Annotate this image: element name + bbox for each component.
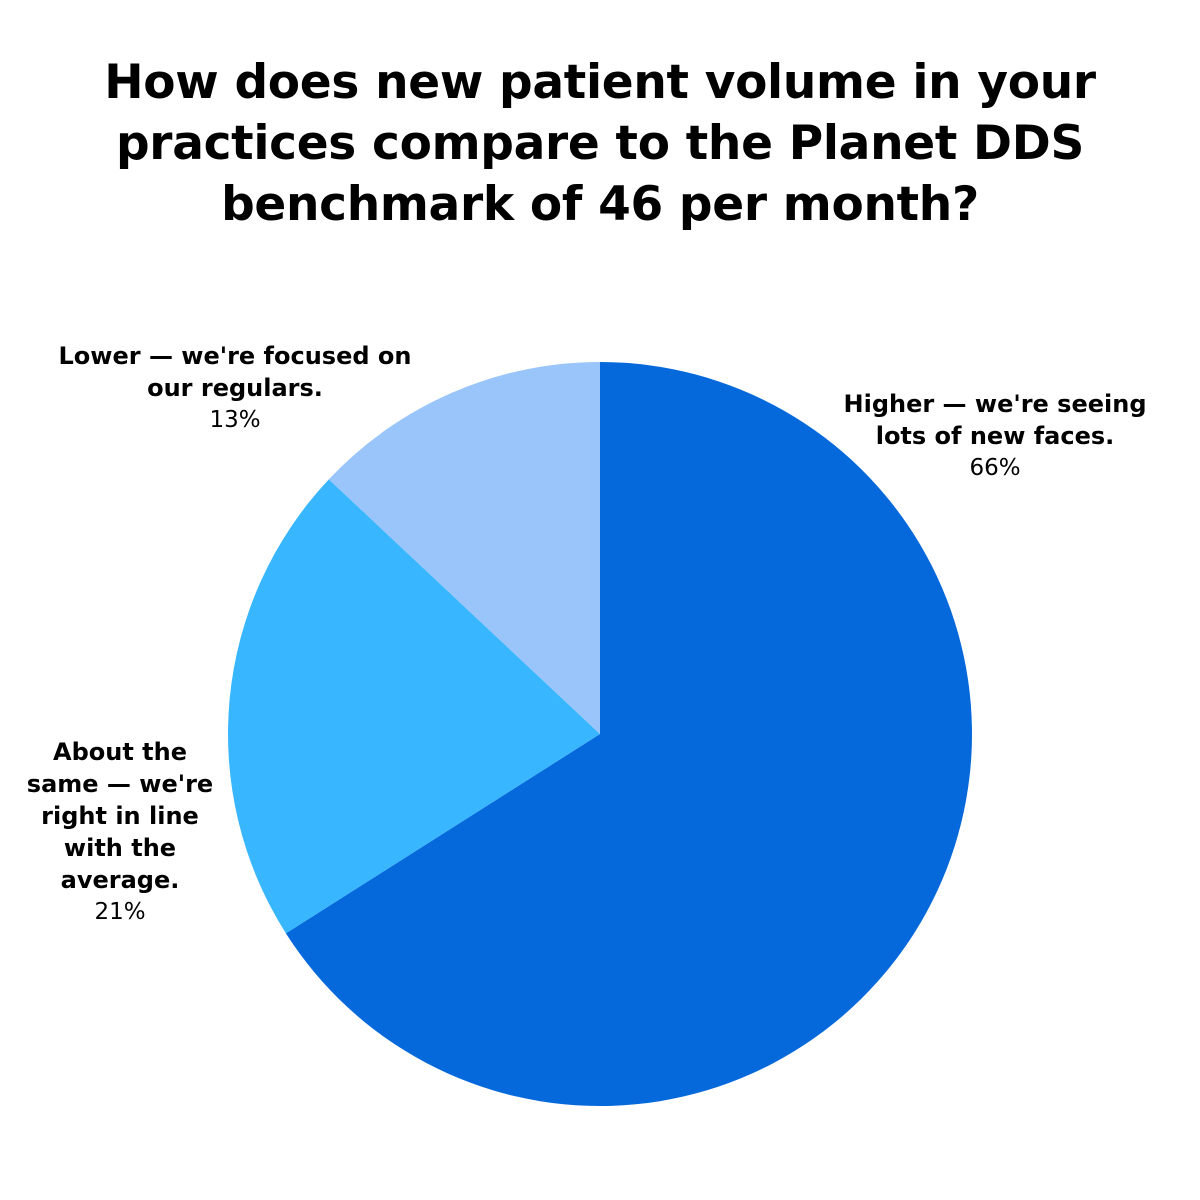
- slice-label-text: About the: [53, 738, 187, 766]
- chart-title: How does new patient volume in your prac…: [60, 52, 1140, 235]
- slice-label-text: same — we're: [26, 770, 214, 798]
- slice-percent-label: 66%: [969, 455, 1021, 481]
- slice-label-lower: Lower — we're focused on our regulars. 1…: [55, 340, 415, 436]
- slice-label-about-the-same: About the same — we're right in line wit…: [20, 736, 220, 928]
- slice-label-text: lots of new faces.: [875, 422, 1115, 450]
- slice-percent-label: 21%: [94, 899, 146, 925]
- slice-label-text: right in line: [41, 802, 199, 830]
- slice-label-higher: Higher — we're seeing lots of new faces.…: [840, 388, 1150, 484]
- slice-label-text: Lower — we're focused on: [58, 342, 412, 370]
- chart-title-line: How does new patient volume in your: [104, 55, 1096, 110]
- pie-slice-higher: [285, 362, 972, 1106]
- slice-label-text: with the: [63, 834, 177, 862]
- chart-title-line: practices compare to the Planet DDS: [115, 116, 1085, 171]
- slice-label-text: average.: [60, 866, 180, 894]
- chart-title-line: benchmark of 46 per month?: [221, 177, 979, 232]
- slice-label-text: Higher — we're seeing: [843, 390, 1147, 418]
- pie-slice-lower: [328, 362, 600, 734]
- slice-label-text: our regulars.: [147, 374, 323, 402]
- pie-slice-about-the-same: [227, 479, 601, 934]
- slice-percent-label: 13%: [209, 407, 261, 433]
